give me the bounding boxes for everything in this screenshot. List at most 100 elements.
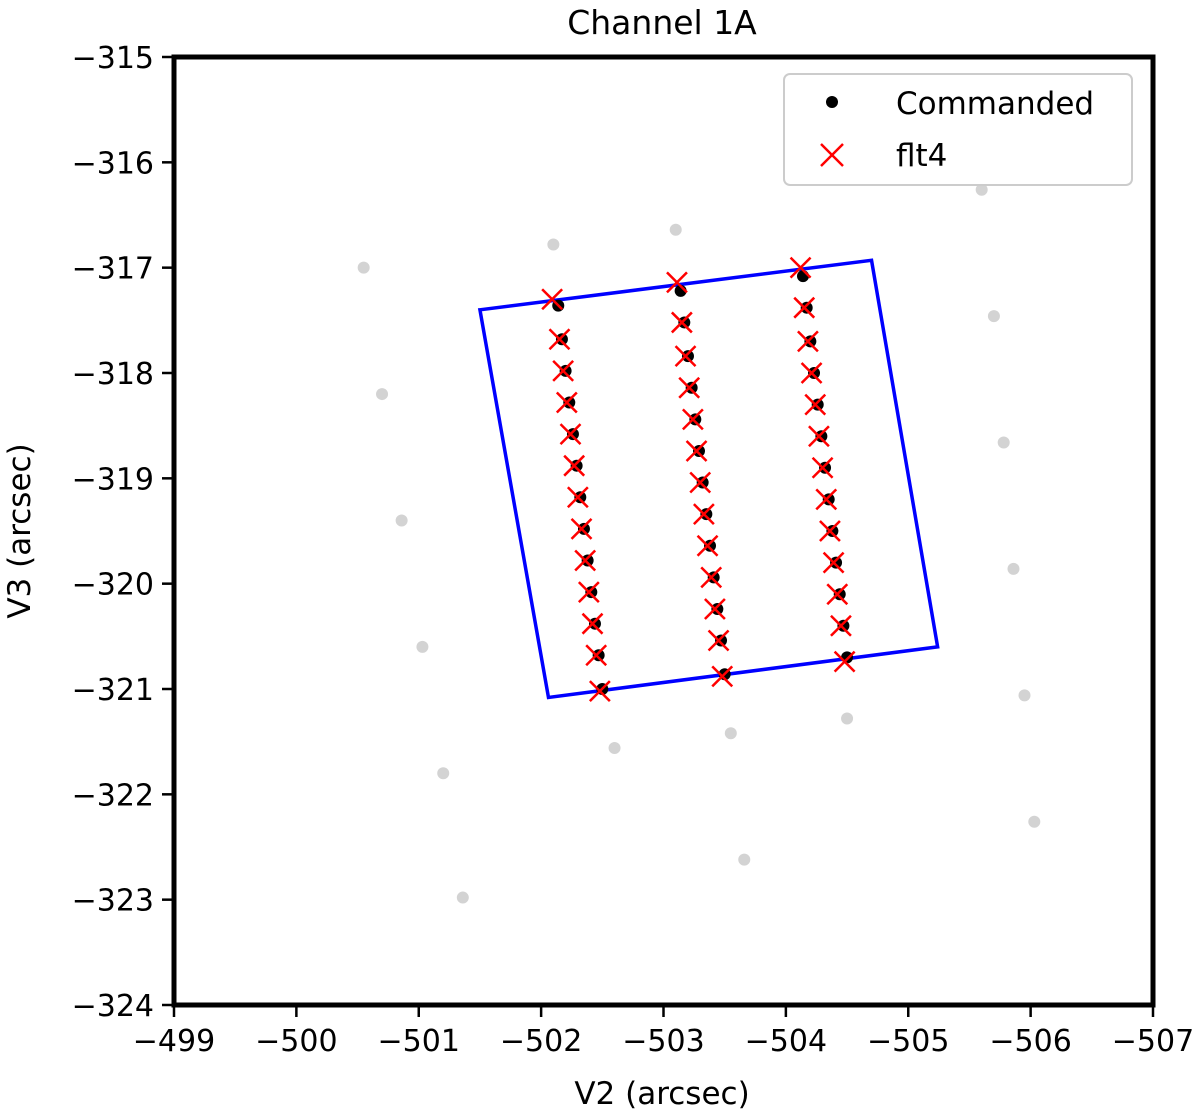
x-tick-label: −504 — [745, 1024, 827, 1059]
flt4-point — [548, 328, 571, 351]
commanded-point — [563, 396, 576, 409]
commanded-point — [826, 525, 839, 537]
y-tick-label: −319 — [72, 462, 154, 497]
flt4-point — [704, 598, 726, 620]
legend-commanded-marker — [826, 96, 838, 108]
flt4-point — [563, 454, 586, 477]
y-tick-label: −316 — [72, 146, 154, 181]
flt4-point — [689, 471, 712, 494]
commanded-point — [692, 444, 705, 457]
commanded-point — [588, 617, 601, 630]
background-point — [395, 514, 408, 527]
background-point — [1028, 815, 1041, 828]
background-point — [437, 767, 450, 780]
commanded-point — [837, 619, 850, 632]
background-point — [1018, 689, 1031, 702]
background-point — [456, 891, 469, 904]
flt4-point — [815, 488, 838, 511]
legend-commanded-label: Commanded — [896, 86, 1094, 122]
legend-flt4-label: flt4 — [896, 138, 947, 174]
y-tick-label: −320 — [72, 568, 154, 603]
flt4-point — [574, 549, 597, 572]
flt4-point — [581, 612, 604, 635]
flt4-point — [833, 650, 856, 673]
commanded-point — [681, 350, 694, 363]
y-axis-label: V3 (arcsec) — [2, 443, 38, 618]
commanded-point — [574, 491, 587, 504]
flt4-point — [685, 440, 708, 462]
background-point — [975, 183, 988, 196]
flt4-point — [585, 644, 608, 667]
flt4-point — [830, 614, 852, 637]
axis-ticks: −499 −500 −501 −502 −503 −504 −505 −506 −507 −315… — [72, 41, 1195, 1059]
flt4-point — [670, 311, 693, 334]
flt4-point — [707, 629, 730, 652]
background-point — [547, 238, 560, 251]
footprint-outline — [477, 258, 940, 700]
background-point — [669, 223, 682, 236]
x-axis-label: V2 (arcsec) — [574, 1076, 749, 1112]
commanded-point — [819, 461, 832, 474]
commanded-point — [559, 364, 572, 377]
background-point — [376, 388, 389, 401]
plot-frame — [171, 54, 1156, 1008]
flt4-point — [696, 534, 719, 557]
commanded-point — [700, 508, 713, 521]
commanded-point — [707, 571, 720, 584]
commanded-point — [577, 522, 590, 535]
y-tick-label: −323 — [72, 884, 154, 919]
commanded-point — [715, 634, 728, 647]
commanded-point — [678, 316, 691, 329]
commanded-point — [830, 556, 843, 569]
flt4-point — [541, 288, 564, 311]
y-tick-label: −315 — [72, 41, 154, 76]
commanded-point — [585, 586, 598, 599]
flt4-point — [826, 583, 849, 606]
legend: Commanded flt4 — [783, 73, 1133, 186]
flt4-point — [793, 296, 816, 319]
flt4-point — [797, 330, 819, 353]
commanded-point — [833, 588, 846, 601]
flt4-point — [711, 665, 734, 688]
flt4-point — [819, 520, 841, 542]
y-tick-label: −322 — [72, 778, 154, 813]
background-point — [738, 853, 751, 866]
flt4-point — [577, 581, 600, 603]
flt4-point — [552, 360, 575, 382]
commanded-point — [704, 539, 717, 552]
flt4-point — [822, 551, 845, 574]
y-tick-label: −318 — [72, 357, 154, 392]
y-tick-label: −324 — [72, 989, 154, 1024]
flt4-point — [700, 566, 723, 589]
commanded-point — [811, 398, 824, 411]
flt4-point — [804, 393, 827, 416]
commanded-point — [815, 430, 828, 443]
flt4-point — [674, 345, 697, 368]
flt4-point — [811, 456, 834, 479]
commanded-point — [685, 381, 698, 394]
y-tick-label: −317 — [72, 252, 154, 287]
background-point — [841, 712, 854, 725]
background-point — [997, 436, 1010, 449]
commanded-point — [711, 602, 724, 615]
background-point — [608, 741, 621, 754]
commanded-point — [797, 270, 810, 283]
flt4-point — [570, 518, 593, 540]
x-tick-label: −499 — [133, 1024, 215, 1059]
flt4-point — [555, 391, 578, 414]
background-point — [1007, 562, 1020, 575]
commanded-point — [689, 413, 702, 426]
flt4-point — [678, 376, 701, 399]
flt4-point — [800, 362, 823, 384]
x-tick-label: −502 — [500, 1024, 582, 1059]
flt4-point — [588, 680, 611, 702]
commanded-point — [566, 428, 579, 441]
commanded-point — [800, 301, 813, 314]
plot-area — [357, 183, 1041, 904]
commanded-point — [570, 459, 583, 472]
x-tick-label: −503 — [622, 1024, 704, 1059]
background-point — [416, 640, 429, 653]
flt4-point — [566, 486, 589, 509]
commanded-point — [804, 335, 817, 348]
